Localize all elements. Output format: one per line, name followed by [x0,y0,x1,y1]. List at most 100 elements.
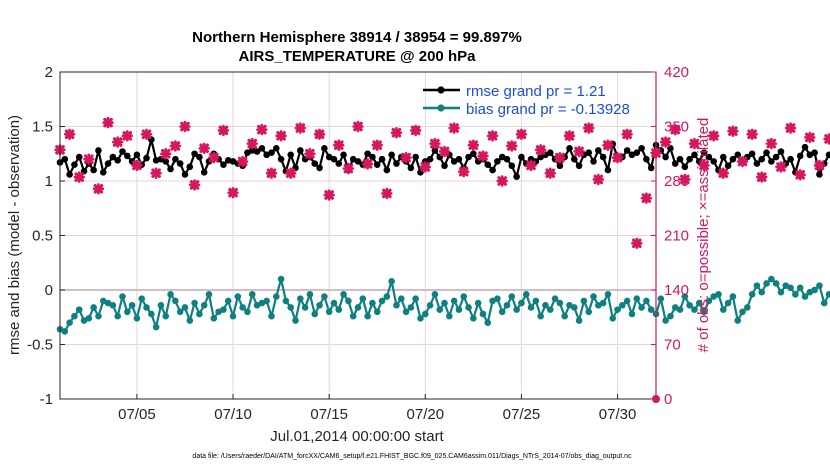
rmse-point [590,158,597,165]
bias-point [772,280,780,287]
bias-point [330,299,338,307]
bias-point [301,304,309,311]
bias-point [585,308,593,316]
bias-point [152,323,160,331]
assimilated-obs-marker [583,122,595,134]
bias-point [556,299,564,307]
rmse-point [123,152,131,160]
rmse-point [354,158,362,165]
rmse-point [503,155,511,163]
bias-point [811,286,818,294]
rmse-point [287,151,295,159]
rmse-point [691,151,698,159]
chart-title-line1: Northern Hemisphere 38914 / 38954 = 99.8… [192,29,522,46]
bias-point [407,304,415,311]
assimilated-obs-marker [265,167,278,179]
rmse-point [494,158,501,165]
legend-label-bias: bias grand pr = -0.13928 [466,101,630,118]
rmse-point [162,158,170,165]
rmse-point [753,160,761,167]
assimilated-obs-marker [756,171,768,183]
bias-point [465,304,472,311]
bias-point [397,295,405,303]
assimilated-obs-marker [496,175,508,187]
bias-point [681,293,689,300]
rmse-point [330,155,338,163]
bias-point [148,310,155,318]
rmse-point [191,150,198,158]
bias-point [820,299,828,307]
bias-point [792,291,799,298]
assimilated-obs-marker [323,189,335,201]
bias-point [623,297,631,305]
bias-point [393,301,400,309]
bias-point [508,293,516,300]
assimilated-obs-marker [727,125,739,137]
rmse-point [258,145,266,152]
assimilated-obs-marker [304,148,316,160]
bias-point [186,317,194,324]
bias-point [172,297,179,305]
rmse-point [710,158,717,165]
bias-point [537,312,544,320]
rmse-point [729,155,737,163]
bias-point [61,328,69,335]
y-left-tick-label: 2 [45,64,53,81]
bias-point [498,308,506,316]
assimilated-obs-marker [736,155,749,168]
assimilated-obs-marker [333,139,345,151]
bias-point [695,299,703,307]
assimilated-obs-marker [631,237,643,249]
y-left-tick-label: -1 [40,391,53,408]
bias-point [90,304,97,311]
assimilated-obs-marker [573,145,585,158]
bias-point [455,306,463,313]
rmse-point [604,166,612,174]
bias-point [667,312,674,320]
rmse-point [508,162,516,170]
assimilated-obs-marker [217,124,230,137]
bias-point [450,297,458,305]
bias-point [287,304,295,311]
y-right-tick-label: 140 [664,282,689,299]
bias-point [263,297,270,305]
rmse-point [186,163,194,171]
bias-point [316,301,323,309]
bias-point [633,295,641,303]
bias-point [176,308,184,316]
assimilated-obs-marker [188,179,201,191]
assimilated-obs-marker [429,137,441,150]
y-right-tick-label: 280 [664,173,689,190]
x-axis-label: Jul.01,2014 00:00:00 start [270,428,444,445]
rmse-point [633,149,641,156]
bias-point [345,297,352,305]
rmse-point [412,153,419,161]
bias-point [335,306,343,313]
assimilated-obs-marker [400,151,412,164]
bias-point [758,288,766,296]
bias-point [753,282,761,289]
bias-point [643,297,650,305]
assimilated-obs-marker [140,128,153,140]
bias-point [210,315,218,322]
legend-marker-rmse [437,86,445,94]
bias-point [522,291,530,298]
assimilated-obs-marker [390,127,403,139]
bias-point [239,304,246,311]
y-right-tick-label: 420 [664,64,689,81]
bias-point [825,291,830,298]
assimilated-obs-marker [707,130,720,142]
bias-point [109,301,117,309]
rmse-point [734,151,742,159]
rmse-point [172,155,179,163]
bias-point [763,280,770,287]
assimilated-obs-marker [73,171,85,183]
assimilated-obs-marker [448,122,460,134]
rmse-point [364,150,371,158]
bias-point [768,275,775,283]
rmse-point [513,173,520,180]
assimilated-obs-marker [669,123,681,136]
bias-point [494,295,501,303]
bias-point [431,291,439,298]
assimilated-obs-marker [467,139,480,151]
